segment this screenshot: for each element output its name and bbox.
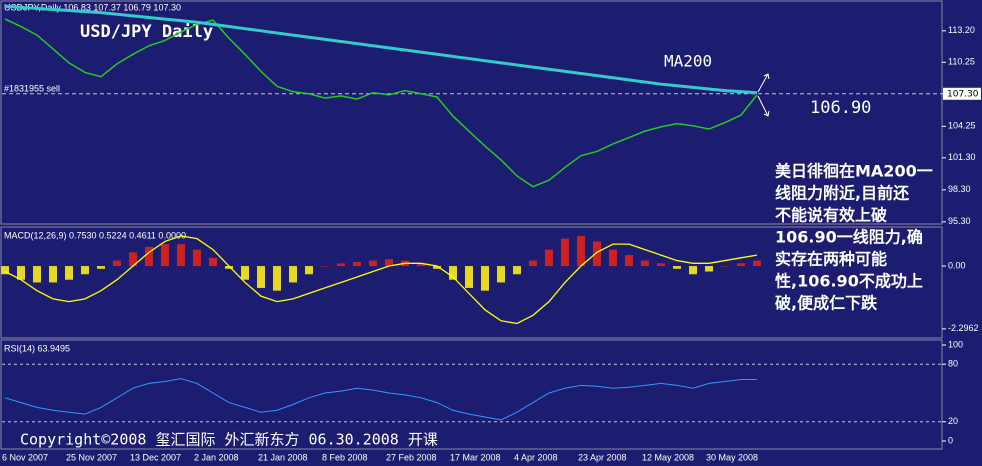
macd-bar [417,263,425,267]
note-line: 106.90一线阻力,确 [775,228,923,247]
note-line: 美日徘徊在MA200一 [775,162,933,181]
y-tick-label: 98.30 [948,184,971,194]
price-line-series [4,18,758,188]
macd-bar [561,238,569,267]
macd-bar [193,249,201,267]
price-tag: 107.30 [947,89,979,99]
y-tick-label: 0 [948,435,953,445]
level-label: 106.90 [810,98,871,118]
macd-bar [81,266,89,275]
note-line: 线阻力附近,目前还 [775,184,910,203]
macd-bar [49,266,57,283]
macd-bar [257,266,265,288]
x-tick-label: 17 Mar 2008 [450,452,501,462]
x-tick-label: 4 Apr 2008 [514,452,558,462]
macd-bar [273,266,281,291]
macd-bar [65,266,73,280]
x-tick-label: 21 Jan 2008 [258,452,308,462]
y-tick-label: 80 [948,359,958,369]
y-tick-label: 101.30 [948,152,976,162]
note-line: 破,便成仁下跌 [775,294,878,313]
macd-bar [737,263,745,267]
order-label: #1831955 sell [4,83,60,93]
macd-bar [577,235,585,267]
macd-bar [337,263,345,267]
macd-bar [369,260,377,267]
x-tick-label: 27 Feb 2008 [386,452,437,462]
macd-bar [145,246,153,267]
note-line: 实存在两种可能 [775,250,887,269]
macd-bar [673,266,681,269]
price-tag-bg [943,87,981,100]
ma-label: MA200 [664,52,712,71]
ma-line [4,4,758,95]
macd-bar [225,266,233,269]
note-line: 性,106.90不成功上 [775,272,923,291]
macd-bar [641,260,649,267]
x-tick-label: 8 Feb 2008 [322,452,368,462]
x-tick-label: 12 May 2008 [642,452,694,462]
macd-bar [1,266,9,275]
macd-bar [481,266,489,291]
macd-bar [705,266,713,272]
macd-bar [33,266,41,283]
macd-bar [513,266,521,275]
signal-line [4,235,758,325]
x-tick-label: 23 Apr 2008 [578,452,627,462]
x-tick-label: 30 May 2008 [706,452,758,462]
x-tick-label: 6 Nov 2007 [2,452,48,462]
macd-bar [609,249,617,267]
y-tick-label: 95.30 [948,216,971,226]
macd-bar [545,249,553,267]
macd-bar [593,241,601,267]
macd-panel [0,226,943,339]
macd-bar [385,259,393,267]
macd-bar [97,266,105,269]
macd-bar [321,266,329,267]
macd-bar [305,266,313,275]
chart-title: USD/JPY Daily [80,22,213,42]
macd-bar [353,261,361,267]
macd-bar [721,266,729,267]
y-tick-label: -2.2962 [948,323,979,333]
price-header: USDJPY,Daily 106.83 107.37 106.79 107.30 [4,2,181,12]
price-panel [0,0,943,225]
y-tick-label: 100 [948,339,963,349]
x-tick-label: 2 Jan 2008 [194,452,239,462]
macd-bar [161,244,169,267]
macd-bar [657,263,665,267]
copyright: Copyright©2008 玺汇国际 外汇新东方 06.30.2008 开课 [20,431,438,449]
y-tick-label: 104.25 [948,121,976,131]
macd-bar [113,260,121,267]
macd-bar [465,266,473,288]
note-line: 不能说有效上破 [775,206,887,225]
macd-bar [289,266,297,283]
macd-bar [177,244,185,267]
x-tick-label: 25 Nov 2007 [66,452,117,462]
macd-header: MACD(12,26,9) 0.7530 0.5224 0.4611 0.000… [4,230,186,240]
macd-bar [209,257,217,267]
y-tick-label: 20 [948,416,958,426]
macd-bar [497,266,505,283]
y-tick-label: 113.20 [948,25,975,35]
y-tick-label: 0.00 [948,260,966,270]
rsi-header: RSI(14) 63.9495 [4,343,70,353]
macd-bar [433,266,441,269]
macd-bar [529,260,537,267]
macd-bar [241,266,249,280]
macd-bar [689,266,697,275]
macd-bar [625,255,633,267]
rsi-panel [0,339,943,450]
rsi-line [4,378,757,421]
y-tick-label: 110.25 [948,57,975,67]
macd-bar [17,266,25,280]
direction-arrows [757,73,770,117]
macd-bar [449,266,457,280]
macd-bar [129,252,137,267]
x-tick-label: 13 Dec 2007 [130,452,181,462]
macd-bar [753,260,761,267]
